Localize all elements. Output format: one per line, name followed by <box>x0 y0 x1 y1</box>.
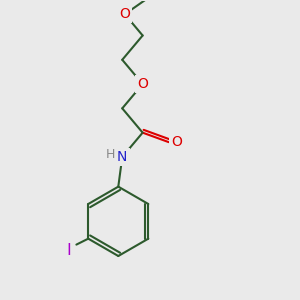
Text: N: N <box>117 150 128 164</box>
Text: O: O <box>119 7 130 21</box>
Text: I: I <box>66 243 71 258</box>
Text: O: O <box>137 77 148 91</box>
Text: H: H <box>106 148 115 161</box>
Text: O: O <box>171 135 182 149</box>
